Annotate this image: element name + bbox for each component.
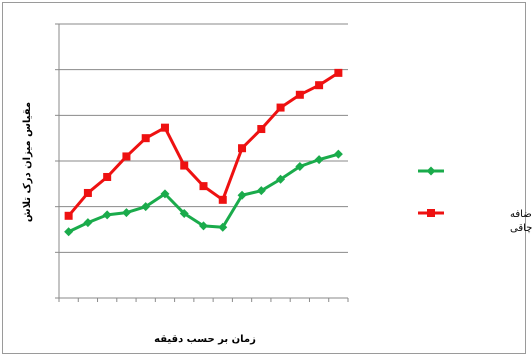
axes (55, 23, 349, 302)
data-point (102, 210, 112, 220)
data-point (238, 144, 247, 153)
data-point (160, 189, 170, 199)
data-point (237, 190, 247, 200)
data-point (218, 195, 227, 204)
data-point (295, 161, 305, 171)
data-point (141, 202, 151, 212)
series-layer (64, 68, 343, 237)
data-point (122, 152, 131, 161)
data-point (218, 222, 228, 232)
chart-frame (2, 2, 526, 354)
legend-item-1 (418, 166, 444, 176)
data-point (83, 218, 93, 228)
data-point (314, 155, 324, 165)
x-axis-title: زمان بر حسب دقیقه (154, 334, 256, 345)
data-point (83, 188, 92, 197)
data-point (334, 68, 343, 77)
data-point (64, 211, 73, 220)
data-point (276, 103, 285, 112)
data-point (121, 208, 131, 218)
y-axis-title: مقیاس میزان درک تلاش (22, 102, 33, 222)
data-point (257, 125, 266, 134)
legend-marker (427, 209, 435, 217)
data-point (179, 209, 189, 219)
data-point (199, 182, 208, 191)
data-point (180, 161, 189, 170)
gridlines (59, 23, 348, 253)
legend-item-2: افراد دارای اضافهوزن و چاقی (418, 209, 532, 234)
data-point (160, 123, 169, 132)
data-point (295, 90, 304, 99)
data-point (256, 186, 266, 196)
data-point (64, 227, 74, 237)
legend: افراد دارای اضافهوزن و چاقی (418, 166, 532, 234)
data-point (141, 134, 150, 143)
series-2 (64, 68, 343, 220)
data-point (276, 174, 286, 184)
legend-label: افراد دارای اضافهوزن و چاقی (510, 209, 532, 234)
series-1 (64, 149, 343, 237)
data-point (199, 221, 208, 231)
data-point (103, 172, 112, 181)
legend-marker (426, 166, 436, 176)
data-point (315, 81, 324, 90)
data-point (333, 149, 343, 159)
